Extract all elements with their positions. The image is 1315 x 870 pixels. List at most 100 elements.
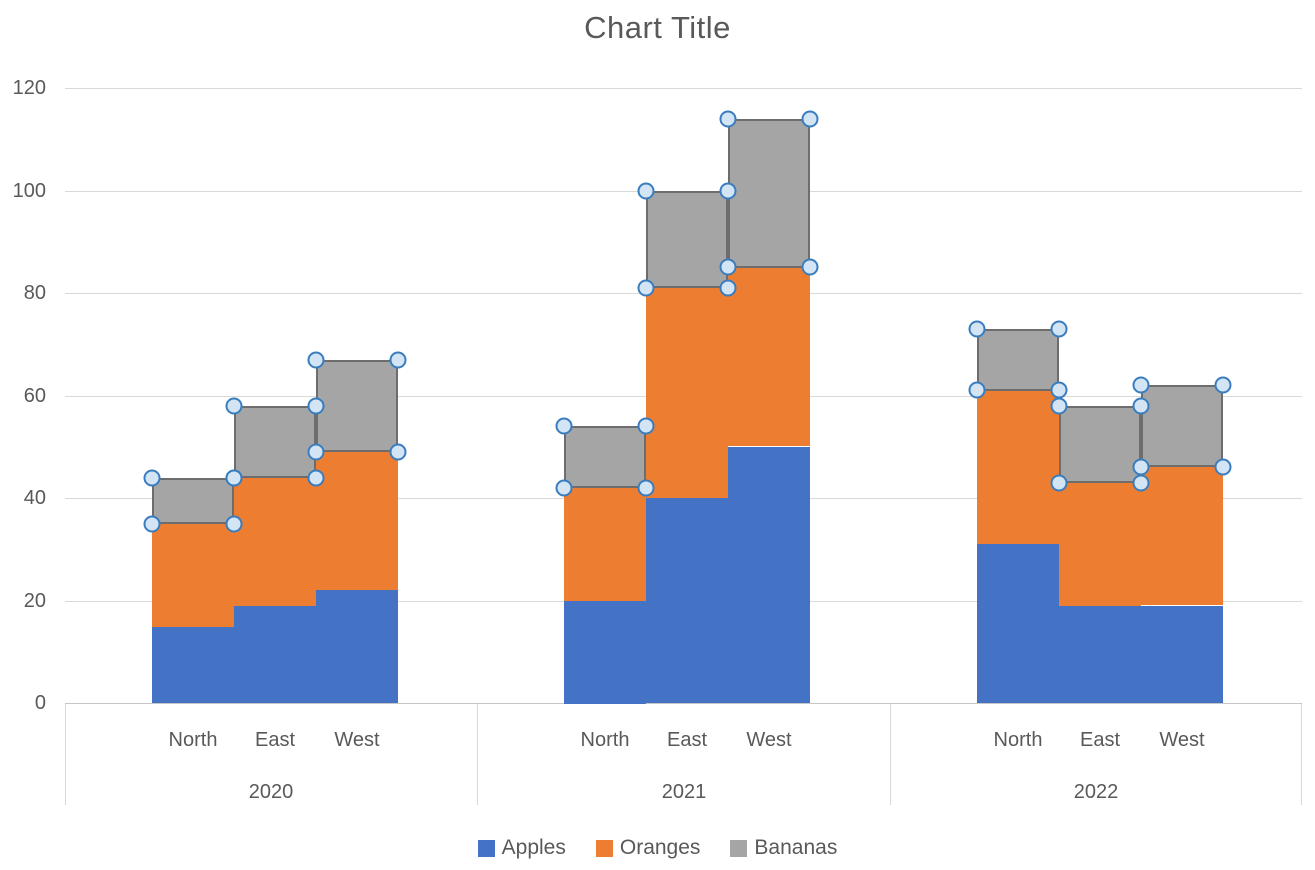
- category-label[interactable]: East: [254, 729, 296, 751]
- bar-segment-bananas-2020-east[interactable]: [234, 406, 316, 478]
- selection-handle[interactable]: [719, 182, 737, 200]
- bar-segment-apples-2020-west[interactable]: [316, 590, 398, 703]
- selection-handle[interactable]: [1132, 458, 1150, 476]
- axis-separator: [1301, 704, 1302, 805]
- category-label[interactable]: West: [1159, 729, 1205, 751]
- y-axis[interactable]: 0 20 40 60 80 100 120: [0, 77, 50, 714]
- bar-segment-bananas-2022-north[interactable]: [977, 329, 1059, 391]
- bar-segment-apples-2022-north[interactable]: [977, 544, 1059, 703]
- selection-handle[interactable]: [555, 417, 573, 435]
- bar-segment-apples-2022-east[interactable]: [1059, 606, 1141, 703]
- selection-handle[interactable]: [637, 279, 655, 297]
- bar-segment-apples-2022-west[interactable]: [1141, 606, 1223, 703]
- selection-handle[interactable]: [1050, 474, 1068, 492]
- selection-handle[interactable]: [143, 469, 161, 487]
- selection-handle[interactable]: [1050, 320, 1068, 338]
- selection-handle[interactable]: [225, 397, 243, 415]
- bar-segment-bananas-2021-east[interactable]: [646, 191, 728, 288]
- selection-handle[interactable]: [637, 479, 655, 497]
- bar-segment-apples-2020-east[interactable]: [234, 606, 316, 703]
- legend-label: Bananas: [754, 836, 838, 859]
- axis-separator: [890, 704, 891, 805]
- bar-segment-oranges-2020-west[interactable]: [316, 452, 398, 590]
- y-tick-label[interactable]: 0: [34, 692, 46, 714]
- category-label[interactable]: North: [993, 729, 1043, 751]
- y-tick-label[interactable]: 120: [12, 77, 46, 99]
- bar-segment-oranges-2020-east[interactable]: [234, 478, 316, 606]
- year-label[interactable]: 2022: [1073, 781, 1119, 803]
- selection-handle[interactable]: [307, 443, 325, 461]
- selection-handle[interactable]: [719, 110, 737, 128]
- bar-segment-oranges-2020-north[interactable]: [152, 524, 234, 627]
- bar-segment-apples-2021-east[interactable]: [646, 498, 728, 703]
- y-tick-label[interactable]: 100: [12, 180, 46, 202]
- selection-handle[interactable]: [307, 351, 325, 369]
- bar-segment-bananas-2022-west[interactable]: [1141, 385, 1223, 467]
- gridline: [65, 88, 1302, 89]
- selection-handle[interactable]: [968, 381, 986, 399]
- bar-segment-apples-2021-north[interactable]: [564, 601, 646, 704]
- selection-handle[interactable]: [143, 515, 161, 533]
- legend-item-bananas[interactable]: Bananas: [730, 835, 837, 861]
- y-tick-label[interactable]: 40: [23, 487, 46, 509]
- year-label[interactable]: 2021: [661, 781, 707, 803]
- chart-title[interactable]: Chart Title: [584, 10, 731, 45]
- bar-segment-oranges-2022-west[interactable]: [1141, 467, 1223, 605]
- bar-segment-bananas-2022-east[interactable]: [1059, 406, 1141, 483]
- legend[interactable]: Apples Oranges Bananas: [0, 835, 1315, 861]
- selection-handle[interactable]: [1050, 397, 1068, 415]
- selection-handle[interactable]: [1214, 376, 1232, 394]
- bar-segment-oranges-2022-north[interactable]: [977, 390, 1059, 544]
- y-tick-label[interactable]: 80: [23, 282, 46, 304]
- year-label[interactable]: 2020: [248, 781, 294, 803]
- selection-handle[interactable]: [1050, 381, 1068, 399]
- axis-separator: [65, 704, 66, 805]
- selection-handle[interactable]: [1132, 376, 1150, 394]
- selection-handle[interactable]: [225, 469, 243, 487]
- bar-segment-apples-2020-north[interactable]: [152, 626, 234, 703]
- bar-segment-oranges-2021-west[interactable]: [728, 267, 810, 446]
- selection-handle[interactable]: [1132, 474, 1150, 492]
- legend-label: Oranges: [619, 836, 701, 859]
- selection-handle[interactable]: [307, 469, 325, 487]
- axis-separator: [477, 704, 478, 805]
- bar-segment-apples-2021-west[interactable]: [728, 447, 810, 703]
- selection-handle[interactable]: [555, 479, 573, 497]
- plot-area[interactable]: [65, 88, 1302, 704]
- bar-segment-oranges-2021-north[interactable]: [564, 488, 646, 601]
- selection-handle[interactable]: [719, 279, 737, 297]
- selection-handle[interactable]: [389, 443, 407, 461]
- category-label[interactable]: North: [168, 729, 218, 751]
- selection-handle[interactable]: [225, 515, 243, 533]
- bar-segment-bananas-2021-west[interactable]: [728, 119, 810, 268]
- bar-segment-bananas-2020-north[interactable]: [152, 478, 234, 524]
- bar-segment-bananas-2021-north[interactable]: [564, 426, 646, 488]
- selection-handle[interactable]: [801, 110, 819, 128]
- selection-handle[interactable]: [801, 258, 819, 276]
- bar-segment-oranges-2021-east[interactable]: [646, 288, 728, 498]
- category-label[interactable]: East: [1079, 729, 1121, 751]
- category-label[interactable]: West: [334, 729, 380, 751]
- legend-swatch: [730, 839, 748, 857]
- category-label[interactable]: East: [666, 729, 708, 751]
- y-tick-label[interactable]: 20: [23, 590, 46, 612]
- selection-handle[interactable]: [968, 320, 986, 338]
- selection-handle[interactable]: [1214, 458, 1232, 476]
- y-tick-label[interactable]: 60: [23, 385, 46, 407]
- selection-handle[interactable]: [1132, 397, 1150, 415]
- selection-handle[interactable]: [307, 397, 325, 415]
- selection-handle[interactable]: [637, 417, 655, 435]
- gridline: [65, 703, 1302, 704]
- legend-item-apples[interactable]: Apples: [477, 835, 566, 861]
- category-label[interactable]: North: [580, 729, 630, 751]
- selection-handle[interactable]: [389, 351, 407, 369]
- selection-handle[interactable]: [719, 258, 737, 276]
- x-axis[interactable]: North East West 2020 North East West 2021 North E…: [65, 703, 1302, 813]
- legend-swatch: [477, 839, 495, 857]
- selection-handle[interactable]: [637, 182, 655, 200]
- legend-item-oranges[interactable]: Oranges: [595, 835, 701, 861]
- category-label[interactable]: West: [746, 729, 792, 751]
- bar-segment-oranges-2022-east[interactable]: [1059, 483, 1141, 606]
- bar-segment-bananas-2020-west[interactable]: [316, 360, 398, 452]
